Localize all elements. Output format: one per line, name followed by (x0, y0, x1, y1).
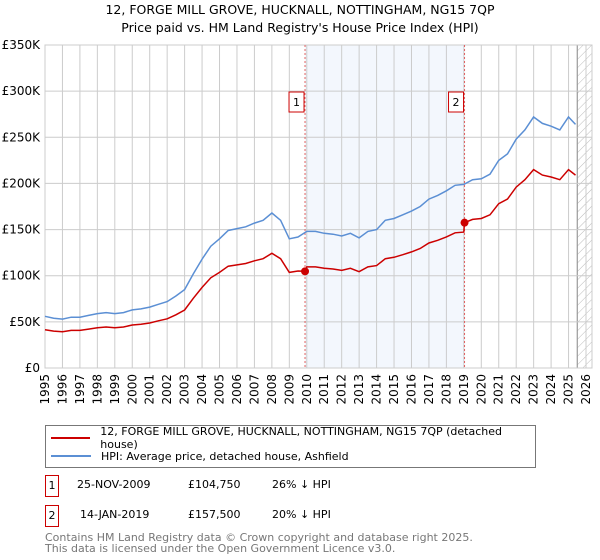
x-tick-label: 2016 (404, 374, 418, 405)
footer-copyright: Contains HM Land Registry data © Crown c… (45, 531, 473, 544)
y-tick-label: £0 (25, 361, 40, 375)
sale-price: £157,500 (188, 508, 241, 521)
sale-row-2: 2 14-JAN-2019 £157,500 20% ↓ HPI (45, 505, 545, 529)
y-tick-label: £100K (2, 269, 42, 283)
forecast-hatch (577, 45, 592, 368)
sale-badge: 1 (45, 475, 59, 497)
shaded-period (305, 45, 465, 368)
x-tick-label: 1996 (55, 374, 69, 405)
plot-border (44, 44, 593, 369)
sale-price: £104,750 (188, 478, 241, 491)
plot-area: £0 £50K £100K £150K £200K £250K £300K £350K 1995… (2, 38, 593, 405)
x-tick-label: 2026 (579, 374, 593, 405)
x-tick-label: 2007 (247, 374, 261, 405)
x-tick-label: 2023 (527, 374, 541, 405)
y-tick-label: £150K (2, 223, 42, 237)
x-tick-label: 1998 (90, 374, 104, 405)
x-tick-label: 2020 (474, 374, 488, 405)
chart-subtitle: Price paid vs. HM Land Registry's House … (121, 20, 479, 35)
y-tick-label: £250K (2, 130, 42, 144)
x-tick-label: 2024 (544, 374, 558, 405)
sale-hpi-diff: 20% ↓ HPI (272, 508, 331, 521)
x-tick-label: 2025 (562, 374, 576, 405)
x-tick-label: 2022 (509, 374, 523, 405)
x-tick-label: 2012 (335, 374, 349, 405)
sale-row-1: 1 25-NOV-2009 £104,750 26% ↓ HPI (45, 475, 545, 499)
sale-badge: 2 (45, 505, 59, 527)
x-tick-label: 2018 (439, 374, 453, 405)
y-tick-label: £350K (2, 38, 42, 52)
sale-point (301, 267, 310, 276)
x-tick-label: 2019 (457, 374, 471, 405)
annotation-box (288, 91, 305, 113)
x-tick-label: 2000 (125, 374, 139, 405)
x-tick-label: 2001 (143, 374, 157, 405)
series-line (44, 168, 576, 333)
x-tick-label: 2004 (195, 374, 209, 405)
x-tick-label: 2021 (492, 374, 506, 405)
legend-swatch-red (51, 437, 91, 439)
footer-licence: This data is licensed under the Open Gov… (45, 542, 396, 555)
x-tick-label: 2002 (160, 374, 174, 405)
legend-item-property: 12, FORGE MILL GROVE, HUCKNALL, NOTTINGH… (51, 425, 535, 451)
y-tick-label: £50K (9, 315, 41, 329)
annotation-label: 2 (453, 96, 460, 109)
x-tick-label: 2010 (300, 374, 314, 405)
x-tick-label: 2015 (387, 374, 401, 405)
x-tick-label: 2003 (178, 374, 192, 405)
x-tick-label: 2011 (317, 374, 331, 405)
legend-label: HPI: Average price, detached house, Ashf… (101, 449, 349, 463)
series-line (44, 115, 577, 320)
x-tick-label: 2009 (282, 374, 296, 405)
x-tick-label: 2005 (213, 374, 227, 405)
y-tick-label: £200K (2, 176, 42, 190)
legend-item-hpi: HPI: Average price, detached house, Ashf… (51, 448, 349, 464)
sale-point (460, 218, 469, 227)
chart-title: 12, FORGE MILL GROVE, HUCKNALL, NOTTINGH… (105, 2, 495, 17)
x-tick-label: 2014 (370, 374, 384, 405)
sale-date: 14-JAN-2019 (80, 508, 150, 521)
sale-date: 25-NOV-2009 (77, 478, 151, 491)
x-tick-label: 2017 (422, 374, 436, 405)
x-tick-label: 2008 (265, 374, 279, 405)
sale-hpi-diff: 26% ↓ HPI (272, 478, 331, 491)
x-tick-label: 1995 (38, 374, 52, 405)
x-tick-label: 2013 (352, 374, 366, 405)
x-tick-label: 2006 (230, 374, 244, 405)
annotation-label: 1 (293, 96, 300, 109)
x-tick-label: 1997 (73, 374, 87, 405)
y-tick-label: £300K (2, 84, 42, 98)
legend: 12, FORGE MILL GROVE, HUCKNALL, NOTTINGH… (45, 425, 536, 468)
annotation-box (448, 91, 465, 113)
x-tick-label: 1999 (108, 374, 122, 405)
legend-label: 12, FORGE MILL GROVE, HUCKNALL, NOTTINGH… (100, 425, 502, 451)
legend-swatch-blue (51, 455, 91, 457)
